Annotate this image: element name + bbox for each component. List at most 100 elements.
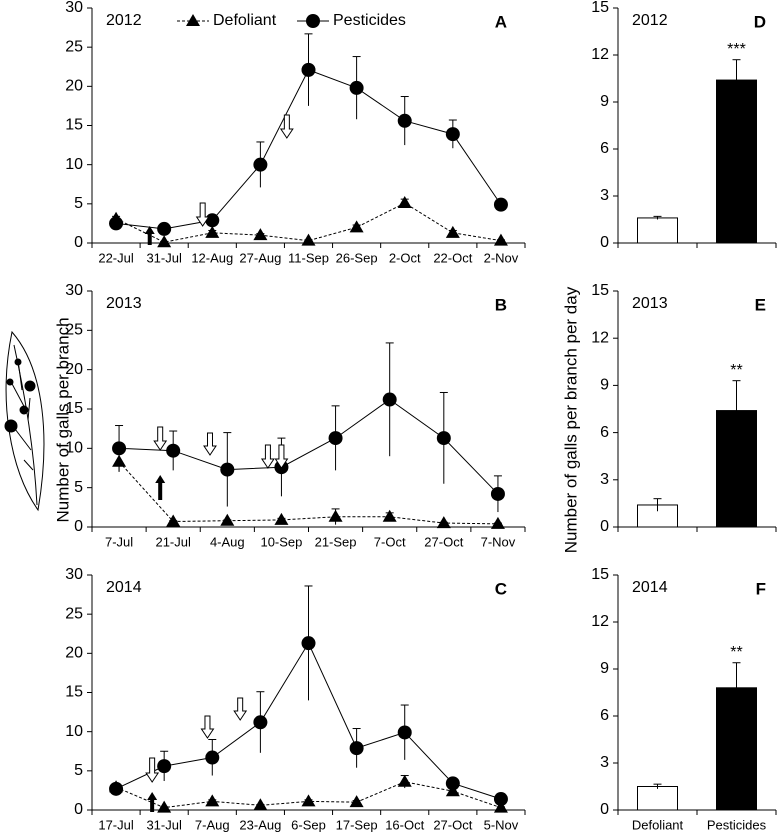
y-tick-label: 9 [600,93,609,110]
y-tick-label: 6 [600,424,609,441]
significance-label: *** [727,41,746,58]
y-tick-label: 10 [65,156,83,173]
x-tick-label: Defoliant [632,817,684,832]
circle-marker [109,781,124,796]
legend-marker [186,14,200,26]
x-tick-label: 4-Aug [210,534,245,549]
panel-letter: F [756,579,766,598]
x-tick-label: 23-Aug [239,817,281,832]
circle-marker [349,741,364,756]
triangle-marker [157,800,172,813]
event-arrow [260,444,275,469]
x-tick-label: 12-Aug [191,250,233,265]
circle-marker [253,157,268,172]
panel-year: 2013 [106,295,142,312]
circle-marker [112,441,127,456]
y-tick-label: 0 [600,518,609,535]
triangle-marker [205,794,220,807]
circle-marker [166,443,181,458]
y-tick-label: 12 [591,613,609,630]
y-tick-label: 10 [65,723,83,740]
event-arrow [145,757,160,783]
triangle-marker [274,512,289,525]
circle-marker [328,431,343,446]
y-tick-label: 20 [65,361,83,378]
x-tick-label: 22-Jul [98,250,134,265]
panel-year: 2013 [632,295,668,312]
event-arrow [200,715,215,739]
y-tick-label: 15 [591,0,609,16]
y-tick-label: 25 [65,605,83,622]
y-axis-label: Number of galls per branch per day [561,286,580,553]
circle-marker [301,636,316,651]
bar [637,786,678,811]
y-tick-label: 25 [65,38,83,55]
x-tick-label: 7-Jul [105,534,133,549]
y-tick-label: 30 [65,282,83,299]
series-line [118,461,498,525]
circle-marker [445,127,460,142]
y-tick-label: 15 [591,566,609,583]
x-tick-label: 5-Nov [484,817,519,832]
panel-year: 2014 [106,579,142,596]
x-tick-label: 7-Aug [195,817,230,832]
panel-letter: A [495,12,507,31]
x-tick-label: 11-Sep [288,250,329,265]
x-tick-label: 17-Sep [336,817,378,832]
y-tick-label: 12 [591,329,609,346]
event-arrow [195,202,210,227]
circle-marker [445,776,460,791]
triangle-marker [349,220,364,233]
x-tick-label: 2-Oct [389,250,421,265]
y-tick-label: 0 [600,234,609,251]
y-tick-label: 3 [600,754,609,771]
y-tick-label: 3 [600,471,609,488]
triangle-marker [397,774,412,787]
significance-label: ** [730,362,742,379]
triangle-marker [493,800,508,813]
y-tick-label: 0 [74,801,83,818]
circle-marker [157,221,172,236]
bar [637,217,678,244]
y-tick-label: 15 [65,684,83,701]
legend-label: Pesticides [333,12,406,29]
circle-marker [220,462,235,477]
triangle-marker [205,225,220,238]
triangle-marker [301,794,316,807]
triangle-marker [382,509,397,522]
y-tick-label: 10 [65,440,83,457]
panel-letter: E [755,295,766,314]
x-tick-label: 16-Oct [385,817,424,832]
circle-marker [301,62,316,77]
x-tick-label: 26-Sep [336,250,378,265]
circle-marker [109,216,124,231]
y-tick-label: 3 [600,187,609,204]
panel-letter: B [495,295,507,314]
x-tick-label: 21-Sep [315,534,357,549]
x-tick-label: 17-Jul [98,817,134,832]
circle-marker [253,715,268,730]
x-tick-label: 27-Aug [239,250,281,265]
y-tick-label: 6 [600,707,609,724]
circle-marker [205,213,220,228]
event-arrow [279,114,294,139]
circle-marker [382,392,397,407]
series-line [115,202,502,243]
event-arrow [144,226,155,245]
y-tick-label: 15 [65,117,83,134]
circle-marker [490,486,505,501]
circle-marker [397,113,412,128]
y-tick-label: 9 [600,660,609,677]
triangle-marker [328,509,343,522]
triangle-marker [157,235,172,248]
panel-year: 2014 [632,579,668,596]
y-tick-label: 12 [591,46,609,63]
panel-letter: C [495,579,507,598]
event-arrow [153,426,168,451]
triangle-marker [397,196,412,209]
y-tick-label: 30 [65,566,83,583]
x-tick-label: 10-Sep [260,534,302,549]
leaf-icon [4,330,45,512]
event-arrow [233,697,248,721]
